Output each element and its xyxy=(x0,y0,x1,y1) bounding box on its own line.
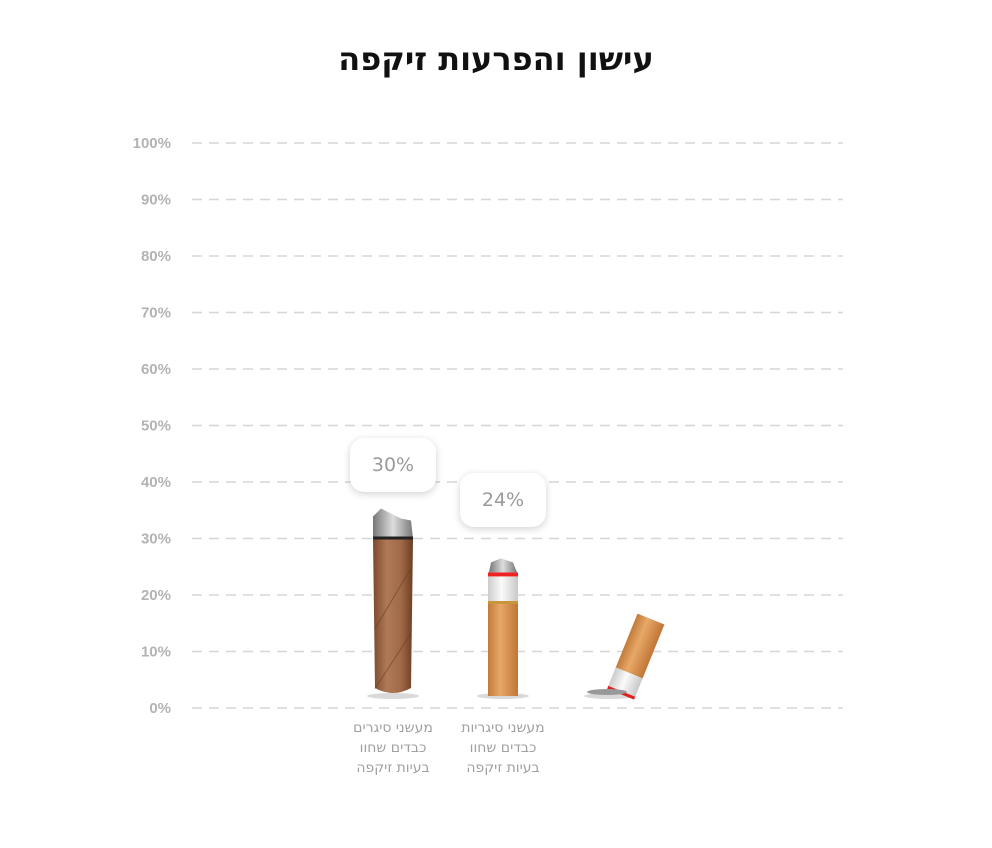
y-tick-label: 20% xyxy=(141,587,171,604)
y-tick-label: 80% xyxy=(141,248,171,265)
cigarette-butt-filter xyxy=(615,613,665,681)
cigarette-ash xyxy=(489,558,517,573)
y-tick-label: 10% xyxy=(141,644,171,661)
cigarette-butt-body xyxy=(607,613,665,700)
data-label: 30% xyxy=(350,438,436,492)
x-category-label: מעשני סיגריות כבדים שחוו בעיות זיקפה xyxy=(461,720,545,776)
y-tick-label: 60% xyxy=(141,361,171,378)
cigar-burn-edge xyxy=(373,536,413,540)
bar-cigarette xyxy=(477,558,529,699)
y-tick-label: 90% xyxy=(141,192,171,209)
cigarette-butt-ash xyxy=(587,689,627,695)
cigarette-paper xyxy=(488,572,518,601)
cigarette-ember xyxy=(488,572,518,577)
cigar-body xyxy=(373,538,413,693)
bar-cigar xyxy=(367,508,419,699)
cigar-wrap-line xyxy=(374,568,412,689)
bar-cigarette-butt xyxy=(584,613,665,700)
y-tick-label: 100% xyxy=(133,135,171,152)
bar-shadow xyxy=(367,693,419,699)
cigar-ash xyxy=(373,508,413,539)
y-tick-label: 0% xyxy=(149,700,171,717)
y-tick-label: 30% xyxy=(141,531,171,548)
y-tick-label: 70% xyxy=(141,305,171,322)
cigarette-filter xyxy=(488,603,518,696)
chart-title: עישון והפרעות זיקפה xyxy=(338,40,654,78)
y-tick-label: 50% xyxy=(141,418,171,435)
data-label: 24% xyxy=(460,473,546,527)
y-tick-label: 40% xyxy=(141,474,171,491)
x-category-label: מעשני סיגרים כבדים שחוו בעיות זיקפה xyxy=(353,720,433,776)
cigarette-band xyxy=(488,601,518,604)
